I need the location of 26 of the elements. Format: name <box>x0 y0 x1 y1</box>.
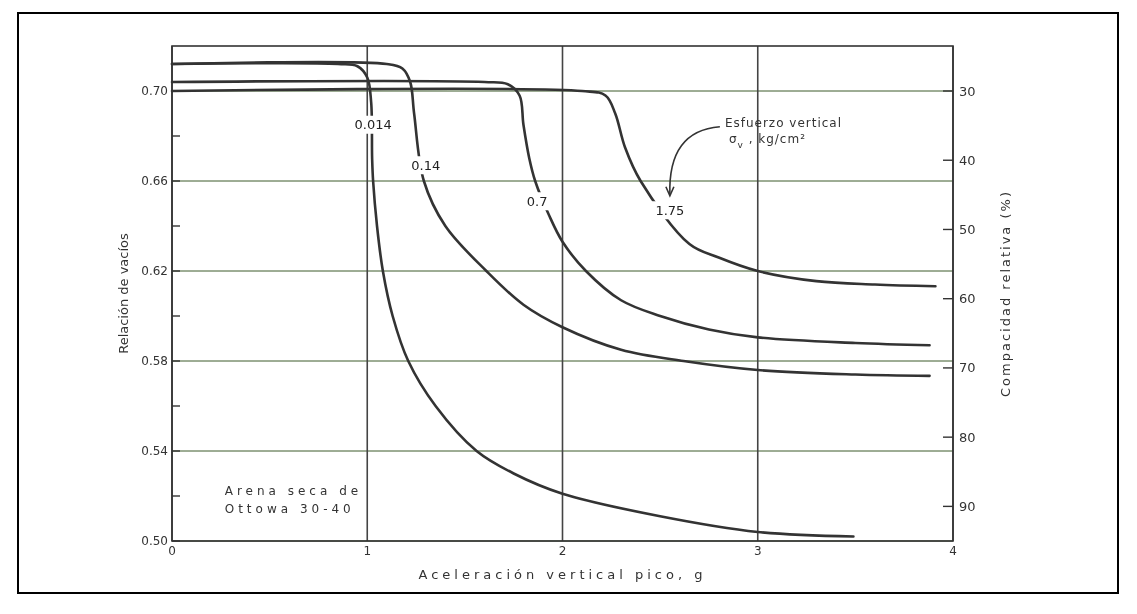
annotation: 0.7 <box>526 193 548 209</box>
y-tick-label: 0.58 <box>141 354 168 369</box>
annotation: 0.14 <box>411 157 441 173</box>
y-tick-label: 0.70 <box>141 84 168 99</box>
y-tick-label: 0.62 <box>141 264 168 279</box>
y2-tick-label: 90 <box>959 498 976 514</box>
x-axis-title: Aceleración vertical pico, g <box>418 567 707 582</box>
y2-tick-label: 40 <box>959 152 976 168</box>
annotation: Arena seca de Ottowa 30-40 <box>224 483 363 516</box>
y-tick-label: 0.54 <box>141 444 168 459</box>
y2-axis-title: Compacidad relativa (%) <box>998 190 1013 397</box>
y2-tick-label: 30 <box>959 83 976 99</box>
y2-tick-label: 50 <box>959 222 976 238</box>
x-tick-label: 3 <box>753 544 762 558</box>
x-tick-label: 1 <box>363 544 372 558</box>
y-axis-title: Relación de vacíos <box>116 232 131 354</box>
x-tick-label: 2 <box>558 544 567 558</box>
y2-tick-label: 60 <box>959 291 976 307</box>
annotation: 0.014 <box>354 117 392 133</box>
x-tick-label: 4 <box>949 544 957 558</box>
y-tick-label: 0.50 <box>141 534 168 549</box>
annotation: 1.75 <box>655 202 685 218</box>
y2-tick-label: 70 <box>959 360 976 376</box>
y2-tick-label: 80 <box>959 429 976 445</box>
x-tick-label: 0 <box>168 544 176 558</box>
y-tick-label: 0.66 <box>141 174 168 189</box>
